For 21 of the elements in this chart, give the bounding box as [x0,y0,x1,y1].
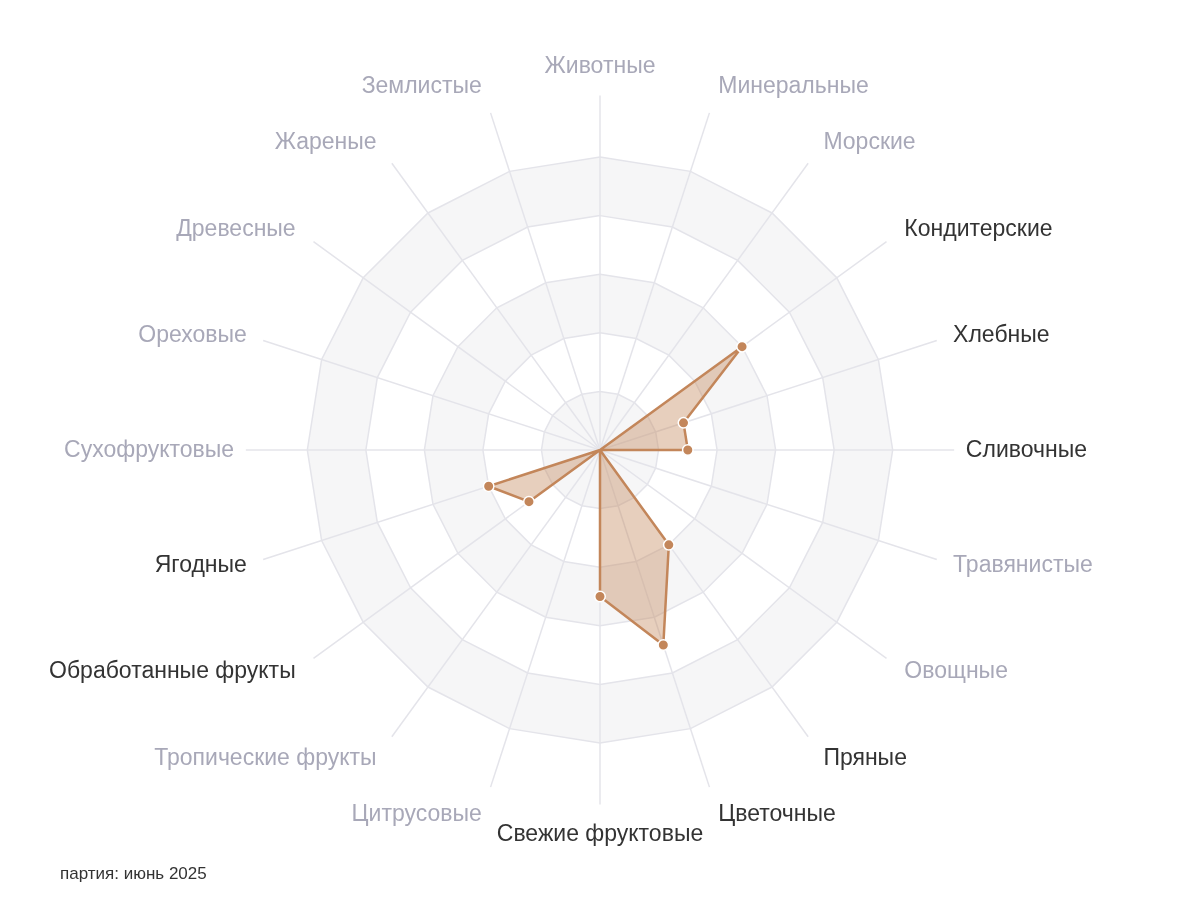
spoke-label: Жареные [274,128,377,155]
spoke-label: Свежие фруктовые [496,819,704,846]
text: партия: июнь 2025 [60,864,207,884]
spoke-label: Ягодные [154,550,247,577]
spoke-label: Травянистые [953,550,1093,577]
spoke-label: Древесные [176,214,296,241]
spoke-label: Овощные [904,657,1008,684]
spoke-label: Животные [544,52,656,79]
spoke-label: Цветочные [718,800,836,827]
spoke-label: Сухофруктовые [64,436,235,462]
spoke-label: Ореховые [138,321,247,348]
spoke-label: Землистые [361,71,482,98]
spoke-label: Морские [823,128,916,155]
spoke-label: Тропические фрукты [154,743,377,770]
spoke-label: Минеральные [718,71,869,98]
spoke-label: Сливочные [965,436,1087,462]
spoke-label: Обработанные фрукты [49,657,296,684]
spoke-label: Цитрусовые [351,800,482,827]
spoke-label: Пряные [823,743,907,770]
spoke-label: Хлебные [953,321,1050,348]
spoke-label: Кондитерские [904,214,1053,241]
